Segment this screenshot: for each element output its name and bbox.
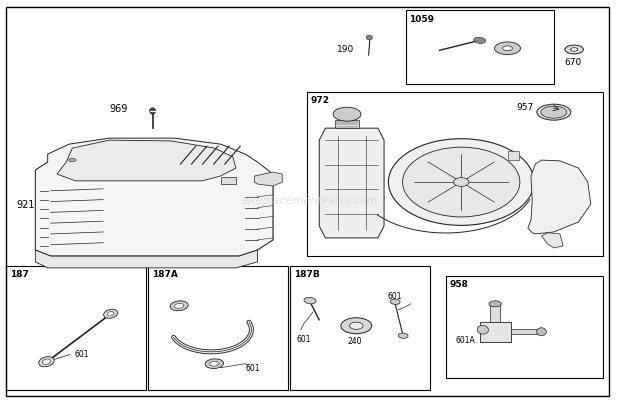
- Text: eReplacementParts.com: eReplacementParts.com: [242, 196, 378, 205]
- Polygon shape: [35, 163, 48, 250]
- Text: 240: 240: [347, 336, 361, 345]
- Ellipse shape: [170, 301, 188, 311]
- Ellipse shape: [149, 109, 156, 115]
- Bar: [221, 177, 236, 184]
- Polygon shape: [257, 171, 273, 250]
- Polygon shape: [35, 250, 257, 268]
- Ellipse shape: [341, 318, 372, 334]
- Text: 601: 601: [245, 363, 260, 372]
- Text: 921: 921: [17, 199, 35, 209]
- Ellipse shape: [474, 38, 485, 45]
- Ellipse shape: [495, 43, 520, 56]
- Ellipse shape: [304, 298, 316, 304]
- Bar: [490, 304, 500, 322]
- Bar: [508, 152, 518, 161]
- Text: 1059: 1059: [409, 14, 435, 24]
- Text: 601: 601: [74, 350, 89, 358]
- Bar: [511, 329, 541, 334]
- Ellipse shape: [366, 36, 373, 41]
- Polygon shape: [319, 129, 384, 238]
- Polygon shape: [35, 139, 273, 256]
- Bar: [6, 266, 146, 390]
- Text: 187A: 187A: [152, 269, 178, 278]
- Text: 601A: 601A: [455, 335, 475, 344]
- Ellipse shape: [503, 47, 513, 52]
- Ellipse shape: [398, 333, 408, 338]
- Ellipse shape: [388, 140, 534, 226]
- Ellipse shape: [69, 159, 76, 162]
- Text: 958: 958: [450, 279, 468, 288]
- Text: 670: 670: [564, 58, 582, 67]
- Ellipse shape: [537, 105, 571, 121]
- Bar: [148, 266, 288, 390]
- Ellipse shape: [42, 359, 51, 365]
- Ellipse shape: [210, 361, 219, 366]
- Bar: [480, 322, 511, 342]
- Bar: [307, 93, 603, 256]
- Text: 601: 601: [387, 291, 402, 300]
- Ellipse shape: [536, 328, 546, 336]
- Ellipse shape: [333, 108, 361, 122]
- Polygon shape: [254, 172, 282, 186]
- Bar: [405, 11, 554, 85]
- Text: 187: 187: [10, 269, 29, 278]
- Ellipse shape: [453, 178, 469, 187]
- Text: 969: 969: [110, 104, 128, 114]
- Text: 972: 972: [311, 96, 330, 105]
- Bar: [335, 121, 360, 129]
- Ellipse shape: [391, 300, 400, 305]
- Ellipse shape: [175, 304, 184, 308]
- Text: 601: 601: [296, 334, 311, 343]
- Ellipse shape: [477, 326, 489, 334]
- Ellipse shape: [205, 359, 224, 369]
- Bar: [290, 266, 430, 390]
- Ellipse shape: [104, 310, 118, 318]
- Ellipse shape: [489, 301, 502, 307]
- Ellipse shape: [107, 312, 114, 316]
- Ellipse shape: [570, 49, 578, 52]
- Text: 187B: 187B: [294, 269, 320, 278]
- Ellipse shape: [38, 357, 54, 367]
- Polygon shape: [528, 161, 591, 234]
- Text: 190: 190: [337, 45, 355, 54]
- Ellipse shape: [402, 148, 520, 217]
- Ellipse shape: [350, 322, 363, 330]
- Polygon shape: [541, 233, 563, 248]
- Ellipse shape: [565, 46, 583, 55]
- Polygon shape: [57, 141, 236, 181]
- Ellipse shape: [541, 107, 567, 119]
- Bar: [446, 276, 603, 378]
- Text: 957: 957: [516, 102, 533, 111]
